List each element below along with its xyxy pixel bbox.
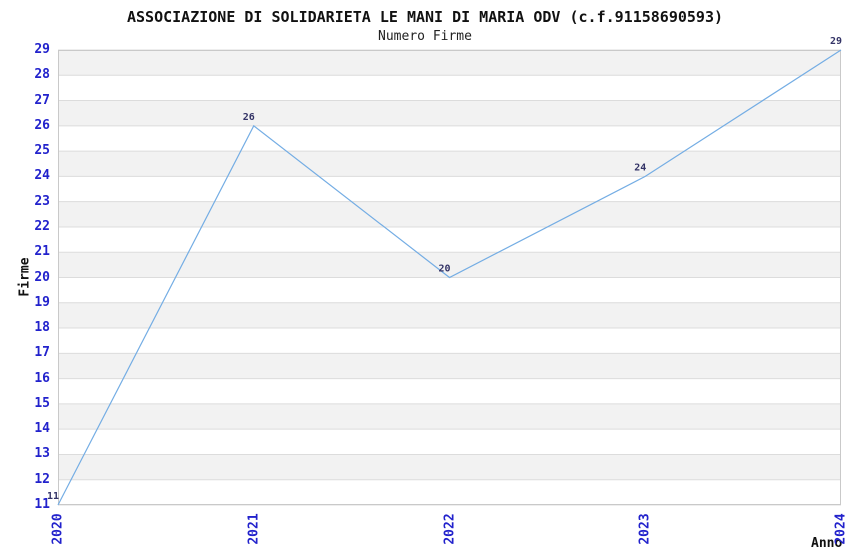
y-tick-label: 20 [34,269,50,285]
x-tick-label: 2023 [637,513,653,545]
x-axis-title: Anno [811,536,843,550]
point-label: 26 [243,112,255,123]
grid-band [58,403,841,430]
point-label: 11 [47,491,59,502]
data-line [57,49,842,506]
point-label: 29 [830,36,842,47]
x-tick-label: 2022 [442,513,457,545]
y-tick-label: 27 [34,92,50,108]
y-tick-label: 22 [34,218,50,234]
y-tick-label: 14 [34,421,50,437]
y-tick-label: 17 [34,345,50,361]
y-tick-label: 23 [34,193,50,209]
grid-band [58,100,841,126]
y-tick-label: 15 [34,395,50,411]
chart-title: ASSOCIAZIONE DI SOLIDARIETA LE MANI DI M… [126,8,724,26]
plot-area: 11 26 20 24 29 [47,36,842,506]
grid-band [58,201,841,227]
y-tick-label: 18 [34,320,50,336]
y-tick-label: 16 [34,370,50,386]
grid-band [58,151,841,177]
grid-band [58,353,841,379]
grid-band [58,302,841,329]
y-tick-label: 11 [34,497,50,512]
x-tick-label: 2021 [246,513,262,545]
y-tick-label: 19 [34,294,50,310]
chart-subtitle: Numero Firme [378,29,472,44]
y-tick-label: 25 [34,143,50,159]
y-tick-label: 12 [34,471,50,487]
grid-band [58,252,841,278]
y-tick-label: 26 [34,117,50,133]
y-tick-label: 24 [34,168,50,184]
y-tick-label: 29 [34,42,50,57]
x-tick-label: 2024 [833,513,849,545]
chart-canvas: 11 26 20 24 29 [47,36,842,506]
y-tick-label: 13 [34,446,50,462]
y-tick-label: 21 [34,244,50,260]
point-label: 20 [438,264,450,275]
point-label: 24 [634,162,646,173]
plot-border [58,50,841,505]
x-tick-label: 2020 [50,513,66,545]
y-tick-label: 28 [34,67,50,83]
grid-band [58,50,841,76]
grid-band [58,454,841,480]
